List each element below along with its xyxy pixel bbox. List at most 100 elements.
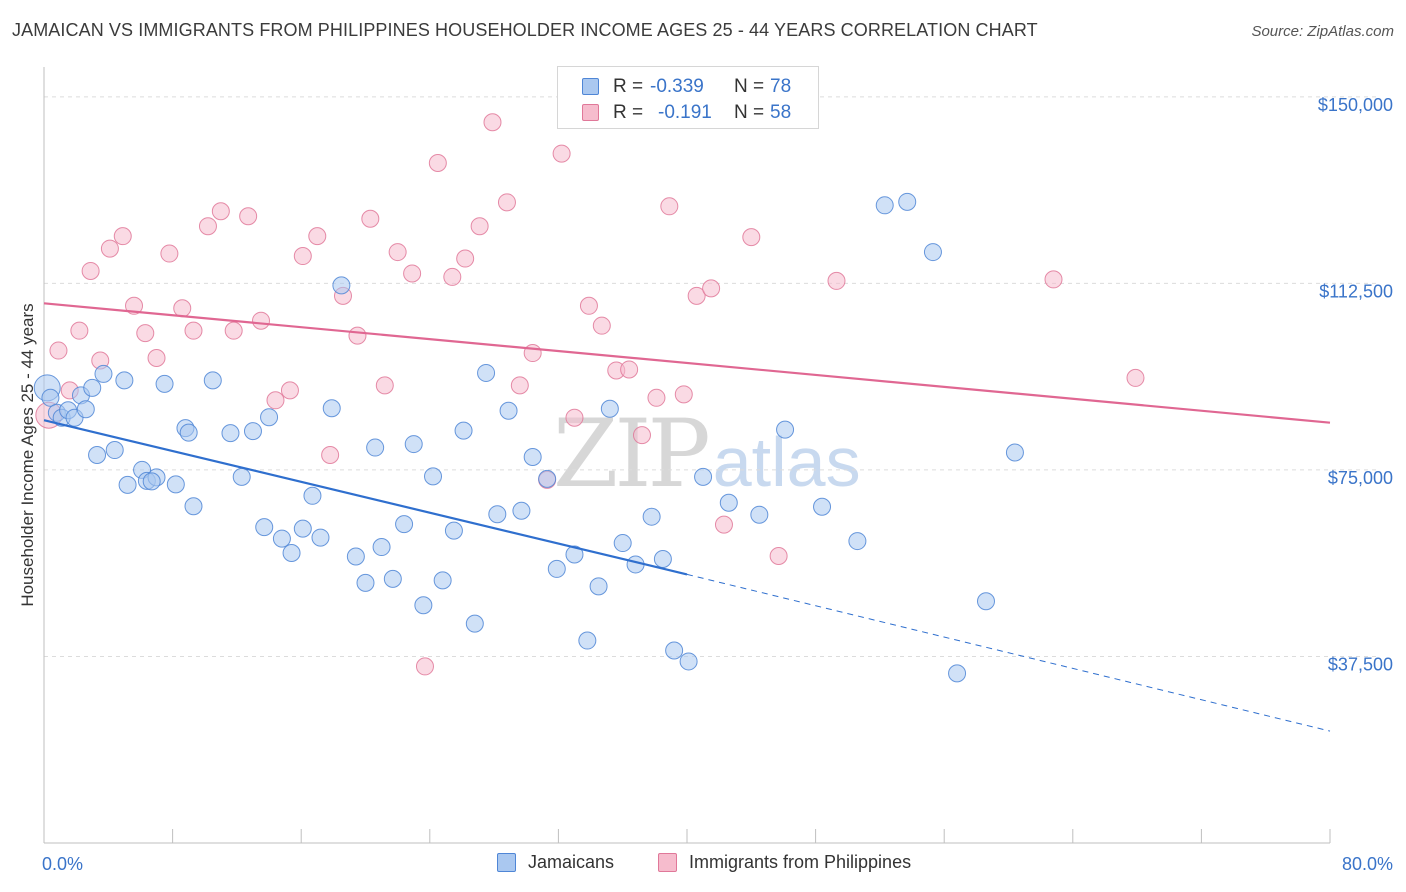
legend-n-label: N = [734,76,765,97]
jamaican-point [719,493,738,512]
philippines-point [70,321,89,340]
jamaican-point [424,467,443,486]
philippines-point [470,217,489,236]
y-axis-label: Householder Income Ages 25 - 44 years [18,303,37,607]
legend-label-philippines: Immigrants from Philippines [689,852,912,872]
jamaican-point [679,652,698,671]
philippines-point [173,299,192,318]
jamaican-point [346,547,365,566]
jamaican-point [653,549,672,568]
philippines-point [742,228,761,247]
jamaican-point [523,448,542,467]
legend-n-value: 58 [770,102,792,123]
philippines-point [647,388,666,407]
philippines-point [1044,270,1063,289]
philippines-point [293,247,312,266]
philippines-point [49,341,68,360]
jamaican-point [366,438,385,457]
chart-title: JAMAICAN VS IMMIGRANTS FROM PHILIPPINES … [12,20,1038,40]
philippines-point [579,296,598,315]
philippines-point [674,385,693,404]
jamaican-point [465,614,484,633]
philippines-point [687,286,706,305]
jamaican-point [115,371,134,390]
jamaican-point [694,467,713,486]
philippines-point [160,244,179,263]
legend-r-label: R = [613,76,644,97]
philippines-point [443,267,462,286]
legend-n-label: N = [734,102,765,123]
philippines-point [565,408,584,427]
jamaican-point [404,435,423,454]
y-tick-label: $37,500 [1328,654,1393,674]
jamaican-point [203,371,222,390]
jamaican-point [221,424,240,443]
jamaican-point [488,505,507,524]
jamaican-point [356,573,375,592]
philippines-point [361,209,380,228]
jamaican-point [898,192,917,211]
jamaican-point [414,596,433,615]
philippines-point [211,202,230,221]
y-tick-label: $150,000 [1318,95,1393,115]
jamaican-point [272,529,291,548]
legend-swatch-jamaicans [497,853,516,872]
philippines-point [136,324,155,343]
jamaican-point [293,519,312,538]
jamaican-point [565,545,584,564]
jamaican-point [813,497,832,516]
y-tick-label: $112,500 [1319,281,1393,301]
philippines-point [252,311,271,330]
philippines-point [308,227,327,246]
philippines-point [632,426,651,445]
correlation-legend: R = -0.339 N = 78 R = -0.191 N = 58 [557,66,819,129]
jamaican-point [76,400,95,419]
philippines-point [198,217,217,236]
jamaican-point [538,469,557,488]
jamaican-point [260,408,279,427]
source-label: Source: ZipAtlas.com [1251,23,1394,40]
jamaican-point [547,559,566,578]
philippines-point [184,321,203,340]
jamaican-point [255,518,274,537]
x-tick-label: 0.0% [42,854,83,874]
jamaican-trend-extension [686,573,1331,732]
jamaican-point [589,577,608,596]
philippines-point [620,360,639,379]
legend-r-value: -0.339 [650,76,704,97]
jamaican-point [322,399,341,418]
jamaican-point [311,528,330,547]
jamaican-point [454,421,473,440]
philippines-point [224,321,243,340]
jamaican-point [383,569,402,588]
philippines-point [592,316,611,335]
philippines-point [769,546,788,565]
jamaican-point [395,515,414,534]
jamaican-point [750,505,769,524]
legend-n-value: 78 [770,76,792,97]
jamaican-point [83,378,102,397]
philippines-point [403,264,422,283]
jamaican-point [94,364,113,383]
philippines-trend-line [43,302,1331,424]
philippines-point [388,243,407,262]
jamaican-point [1005,443,1024,462]
philippines-point [702,279,721,298]
philippines-point [280,381,299,400]
jamaican-point [118,475,137,494]
legend-label-jamaicans: Jamaicans [528,852,615,872]
legend-r-label: R = [613,102,644,123]
philippines-point [714,515,733,534]
jamaican-point [243,422,262,441]
y-tick-label: $75,000 [1328,468,1393,488]
philippines-point [81,261,100,280]
jamaican-point [433,571,452,590]
jamaican-point [776,420,795,439]
jamaican-point [41,388,60,407]
legend-swatch-philippines [582,104,599,121]
jamaican-point [282,544,301,563]
jamaican-trend-line [43,419,688,576]
jamaican-point [665,641,684,660]
jamaican-point [142,472,161,491]
jamaican-point [642,507,661,526]
